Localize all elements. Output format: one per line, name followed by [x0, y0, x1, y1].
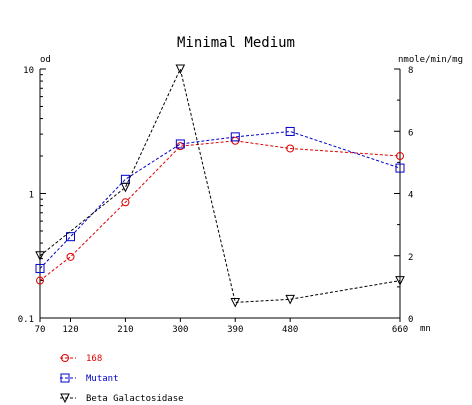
x-tick-label: 120	[62, 325, 78, 335]
y-right-tick-label: 8	[408, 66, 413, 76]
data-point	[285, 126, 295, 136]
x-tick-label: 480	[282, 325, 298, 335]
legend-marker	[61, 354, 69, 362]
data-point	[286, 144, 295, 153]
series-1	[35, 126, 405, 273]
x-tick-label: 70	[35, 325, 46, 335]
series-layer	[35, 64, 405, 308]
x-axis-label: mn	[420, 324, 431, 334]
data-point	[66, 232, 76, 242]
x-tick-label: 300	[172, 325, 188, 335]
data-point	[285, 294, 295, 305]
data-point	[230, 297, 241, 308]
legend-label: 168	[86, 354, 102, 364]
data-point	[36, 276, 44, 285]
y-right-tick-label: 0	[408, 315, 413, 325]
data-point	[230, 132, 240, 142]
data-point	[175, 139, 185, 149]
data-point	[395, 276, 405, 286]
legend-label: Beta Galactosidase	[86, 394, 184, 404]
legend: 168 Mutant Beta Galactosidase	[60, 354, 184, 404]
y-right-tick-label: 2	[408, 253, 413, 263]
x-tick-label: 210	[117, 325, 133, 335]
data-point	[121, 198, 130, 207]
series-line	[39, 140, 401, 281]
legend-marker	[60, 373, 70, 383]
chart-title: Minimal Medium	[177, 35, 295, 51]
data-point	[66, 252, 75, 261]
data-point	[35, 251, 45, 261]
x-tick-label: 660	[392, 325, 408, 335]
data-point	[175, 64, 186, 75]
y-left-axis-label: od	[40, 55, 51, 65]
axes: 0.1 1 10 0 2 4 6 8 70 120 210 300 390 480 660	[18, 66, 414, 335]
y-left-tick-label: 1	[29, 191, 34, 201]
y-right-axis-label: nmole/min/mg	[398, 55, 463, 65]
y-right-tick-label: 4	[408, 191, 413, 201]
series-2	[35, 64, 405, 308]
y-left-tick-label: 0.1	[18, 315, 34, 325]
data-point	[120, 182, 131, 193]
data-point	[35, 263, 45, 273]
series-line	[39, 67, 401, 303]
legend-label: Mutant	[86, 374, 119, 384]
series-0	[36, 136, 404, 285]
x-tick-label: 390	[227, 325, 243, 335]
y-right-tick-label: 6	[408, 128, 413, 138]
data-point	[395, 163, 405, 173]
legend-marker	[60, 393, 70, 404]
y-left-tick-label: 10	[23, 66, 34, 76]
data-point	[396, 152, 404, 161]
